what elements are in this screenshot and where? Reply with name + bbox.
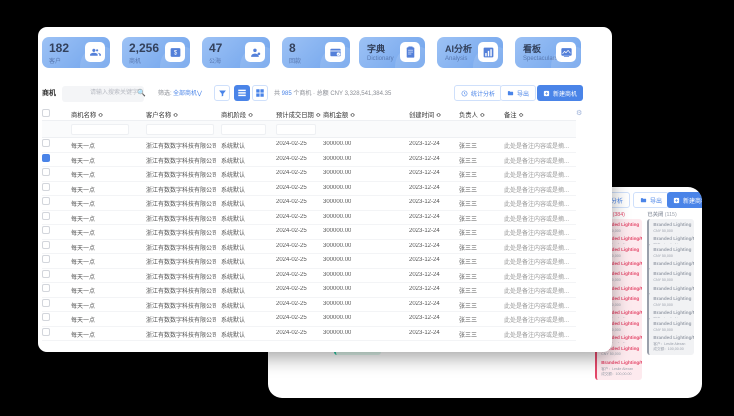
svg-text:$: $ [173,50,177,56]
